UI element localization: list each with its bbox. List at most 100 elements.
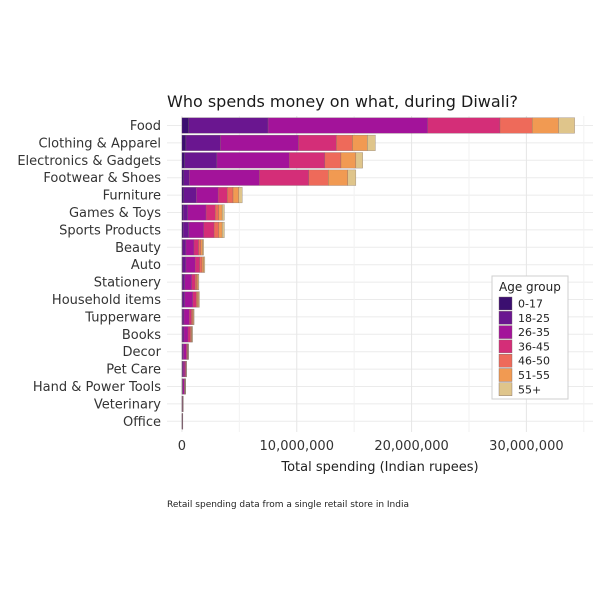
bar-segment — [183, 187, 197, 204]
bar-segment — [191, 326, 193, 343]
bar-segment — [189, 169, 260, 186]
legend-swatch — [498, 311, 513, 325]
bar-segment — [347, 169, 357, 186]
bar-segment — [267, 117, 428, 134]
bar-segment — [203, 256, 206, 273]
bar-segment — [182, 204, 188, 221]
category-label: Office — [123, 415, 161, 430]
bar-segment — [355, 152, 363, 169]
bar-segment — [203, 221, 215, 238]
bar-segment — [197, 274, 200, 291]
bar-segment — [188, 117, 269, 134]
bar-segment — [200, 239, 203, 256]
legend-title: Age group — [499, 280, 561, 294]
bar-segment — [427, 117, 501, 134]
bar-segment — [193, 239, 199, 256]
x-axis-title: Total spending (Indian rupees) — [280, 460, 478, 475]
bar-segment — [499, 117, 533, 134]
bar-segment — [182, 378, 185, 395]
bar-segment — [201, 256, 204, 273]
bar-segment — [196, 291, 198, 308]
bar-segment — [238, 187, 243, 204]
bar-segment — [218, 221, 223, 238]
category-label: Footwear & Shoes — [43, 171, 161, 186]
bar-segment — [182, 239, 187, 256]
bar-segment — [187, 204, 207, 221]
legend-swatch — [498, 354, 513, 368]
bar-segment — [182, 361, 185, 378]
legend-label: 0-17 — [518, 298, 543, 311]
caption: Retail spending data from a single retai… — [167, 500, 409, 510]
bar-segment — [328, 169, 348, 186]
bar-segment — [182, 291, 185, 308]
category-label: Games & Toys — [69, 206, 161, 221]
bar-segment — [202, 239, 204, 256]
bar-segment — [181, 152, 185, 169]
bar-segment — [184, 291, 193, 308]
category-label: Pet Care — [106, 363, 161, 378]
bar-segment — [289, 152, 326, 169]
bar-segment — [191, 274, 196, 291]
bar-segment — [227, 187, 234, 204]
bars — [181, 117, 575, 430]
bar-segment — [298, 134, 337, 151]
category-label: Electronics & Gadgets — [17, 154, 161, 169]
bar-segment — [182, 256, 187, 273]
bar-segment — [182, 221, 189, 238]
bar-segment — [352, 134, 368, 151]
category-label: Tupperware — [84, 310, 161, 325]
category-label: Furniture — [103, 189, 161, 204]
category-label: Auto — [131, 258, 161, 273]
bar-segment — [259, 169, 309, 186]
bar-segment — [183, 169, 190, 186]
bar-segment — [191, 308, 193, 325]
category-label: Veterinary — [94, 397, 161, 412]
chart-title: Who spends money on what, during Diwali? — [167, 92, 518, 111]
bar-segment — [187, 326, 191, 343]
legend-swatch — [498, 368, 513, 382]
category-label: Stationery — [94, 276, 162, 291]
category-labels: Food Clothing & Apparel Electronics & Gadg… — [17, 119, 161, 430]
x-tick-label: 20,000,000 — [374, 439, 448, 454]
bar-segment — [218, 204, 223, 221]
bar-segment — [198, 239, 202, 256]
legend-swatch — [498, 325, 513, 339]
category-label: Food — [130, 119, 161, 134]
bar-segment — [183, 326, 189, 343]
bar-segment — [205, 204, 216, 221]
category-label: Beauty — [115, 241, 161, 256]
category-label: Books — [122, 328, 161, 343]
bar-segment — [558, 117, 575, 134]
bar-segment — [232, 187, 239, 204]
legend-label: 55+ — [518, 383, 541, 396]
bar-segment — [324, 152, 342, 169]
legend-label: 26-35 — [518, 326, 550, 339]
bar-segment — [197, 291, 199, 308]
bar-segment — [216, 152, 290, 169]
bar-segment — [194, 274, 198, 291]
bar-segment — [181, 169, 184, 186]
bar-segment — [181, 221, 184, 238]
bar-segment — [199, 256, 203, 273]
x-axis-ticks: 0 10,000,000 20,000,000 30,000,000 — [178, 439, 564, 454]
bar-segment — [194, 256, 200, 273]
legend-label: 36-45 — [518, 340, 550, 353]
bar-segment — [308, 169, 329, 186]
legend-swatch — [498, 296, 513, 311]
legend-label: 46-50 — [518, 355, 550, 368]
bar-segment — [181, 117, 189, 134]
bar-segment — [217, 187, 228, 204]
bar-segment — [340, 152, 357, 169]
bar-segment — [531, 117, 559, 134]
bar-segment — [221, 221, 225, 238]
bar-segment — [181, 204, 184, 221]
bar-segment — [181, 187, 184, 204]
x-tick-label: 10,000,000 — [260, 439, 334, 454]
bar-segment — [213, 221, 219, 238]
bar-segment — [188, 221, 204, 238]
bar-segment — [185, 134, 221, 151]
bar-segment — [192, 291, 197, 308]
